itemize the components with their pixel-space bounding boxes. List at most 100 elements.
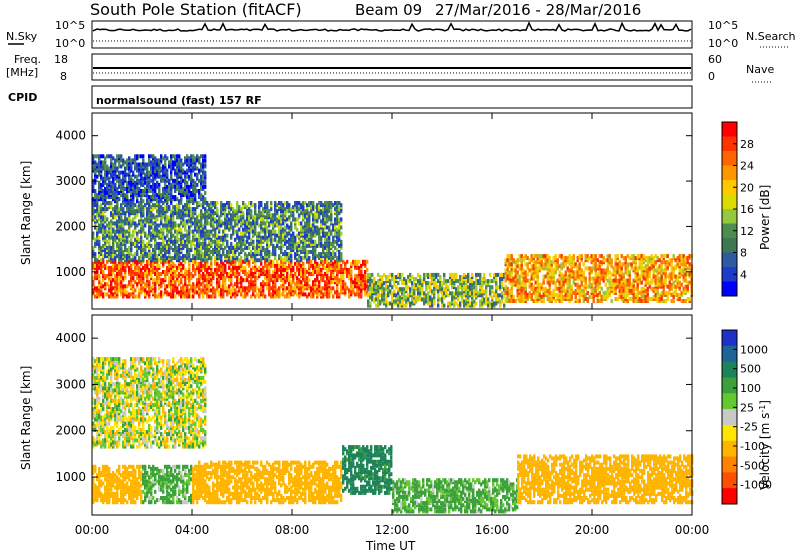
echo-cell [228, 288, 231, 293]
echo-cell [431, 297, 434, 302]
echo-cell [206, 282, 209, 287]
echo-cell [168, 237, 171, 242]
echo-cell [360, 280, 363, 285]
echo-cell [346, 259, 349, 264]
echo-cell [381, 283, 384, 288]
echo-cell [562, 260, 565, 265]
echo-cell [501, 277, 504, 281]
echo-cell [142, 213, 145, 218]
echo-cell [576, 264, 579, 269]
echo-cell [387, 285, 390, 290]
echo-cell [350, 270, 353, 274]
echo-cell [354, 274, 357, 279]
echo-cell [580, 276, 583, 281]
echo-cell [98, 239, 101, 244]
echo-cell [208, 248, 211, 252]
echo-cell [437, 272, 440, 277]
echo-cell [614, 276, 617, 281]
echo-cell [236, 241, 239, 246]
echo-cell [214, 201, 217, 205]
echo-cell [389, 279, 392, 284]
echo-cell [202, 280, 205, 285]
echo-cell [162, 235, 165, 240]
echo-cell [172, 270, 175, 274]
echo-cell [254, 231, 257, 236]
echo-cell [132, 288, 135, 293]
echo-cell [156, 254, 159, 259]
echo-cell [170, 276, 173, 281]
echo-cell [630, 297, 633, 301]
echo-cell [222, 288, 225, 293]
echo-cell [524, 262, 527, 267]
echo-cell [499, 293, 502, 298]
echo-cell [514, 274, 517, 279]
echo-cell [160, 233, 163, 238]
echo-cell [379, 275, 382, 279]
echo-cell [377, 295, 380, 300]
echo-cell [383, 272, 386, 277]
echo-cell [550, 290, 553, 295]
echo-cell [584, 286, 587, 291]
echo-cell [596, 292, 599, 297]
echo-cell [252, 288, 255, 293]
echo-cell [614, 274, 617, 279]
echo-cell [108, 284, 111, 289]
echo-cell [371, 285, 374, 290]
echo-cell [526, 297, 529, 301]
echo-cell [168, 227, 171, 232]
echo-cell [190, 248, 193, 252]
echo-cell [634, 292, 637, 297]
echo-cell [174, 229, 177, 234]
echo-cell [566, 274, 569, 279]
echo-cell [630, 288, 633, 293]
echo-cell [154, 241, 157, 246]
echo-cell [662, 290, 665, 295]
echo-cell [610, 299, 613, 303]
echo-cell [268, 272, 271, 276]
echo-cell [210, 270, 213, 274]
echo-cell [606, 254, 609, 259]
echo-cell [578, 266, 581, 271]
echo-cell [94, 294, 97, 299]
echo-cell [200, 217, 203, 222]
echo-cell [640, 280, 643, 285]
echo-cell [656, 286, 659, 291]
echo-cell [146, 252, 149, 257]
echo-cell [622, 297, 625, 301]
echo-cell [276, 294, 279, 299]
echo-cell [606, 290, 609, 295]
echo-cell [258, 223, 261, 228]
echo-cell [204, 250, 207, 254]
echo-cell [324, 280, 327, 285]
echo-cell [676, 256, 679, 261]
echo-cell [122, 261, 125, 266]
echo-cell [248, 207, 251, 212]
echo-cell [150, 252, 153, 257]
echo-cell [98, 229, 101, 234]
echo-cell [138, 209, 141, 214]
echo-cell [136, 265, 139, 270]
echo-cell [646, 297, 649, 301]
echo-cell [540, 262, 543, 267]
echo-cell [286, 278, 289, 283]
echo-cell [682, 272, 685, 277]
echo-cell [130, 252, 133, 257]
echo-cell [128, 239, 131, 244]
echo-cell [332, 294, 335, 299]
echo-cell [522, 258, 525, 263]
echo-cell [391, 272, 394, 277]
echo-cell [210, 217, 213, 222]
echo-cell [124, 248, 127, 252]
echo-cell [562, 256, 565, 261]
echo-cell [230, 233, 233, 238]
echo-cell [224, 254, 227, 259]
echo-cell [100, 284, 103, 289]
echo-cell [226, 239, 229, 244]
echo-cell [572, 278, 575, 283]
echo-cell [395, 285, 398, 290]
echo-cell [594, 290, 597, 295]
echo-cell [188, 288, 191, 293]
echo-cell [146, 233, 149, 238]
echo-cell [148, 286, 151, 291]
echo-cell [94, 286, 97, 291]
